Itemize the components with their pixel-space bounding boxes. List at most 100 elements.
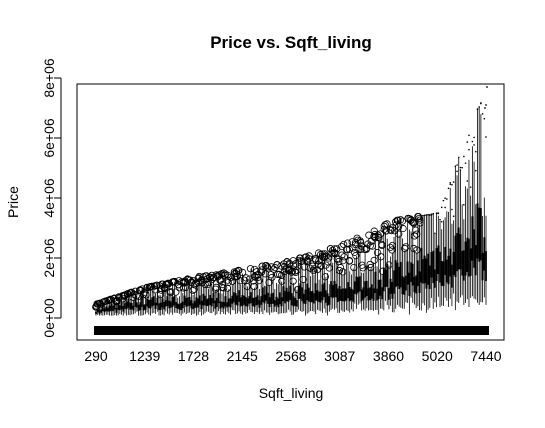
box-body (301, 287, 303, 302)
outlier-point (375, 234, 383, 242)
box-body (168, 300, 171, 309)
outlier-point (422, 214, 424, 217)
outlier-point (449, 181, 452, 184)
category-box (255, 277, 263, 314)
x-tick-label: 2145 (227, 348, 258, 364)
outlier-point (469, 186, 472, 188)
category-box (206, 273, 214, 314)
box-body (386, 263, 389, 287)
outlier-point (432, 212, 435, 215)
category-box (445, 198, 448, 301)
box-body (141, 295, 143, 307)
outlier-point (299, 275, 307, 284)
outlier-point (318, 252, 326, 260)
category-box (447, 187, 450, 307)
box-body (430, 252, 433, 278)
category-box (434, 232, 436, 303)
outlier-point (352, 252, 360, 260)
box-body (222, 302, 225, 309)
box-body (319, 291, 322, 303)
box-body (234, 292, 237, 305)
box-body (415, 275, 418, 294)
category-box (318, 250, 327, 313)
box-body (202, 293, 205, 306)
box-body (350, 288, 353, 301)
box-body (289, 285, 292, 301)
box-body (418, 271, 421, 293)
box-body (175, 301, 177, 309)
box-body (282, 286, 285, 302)
category-box (474, 150, 477, 300)
outlier-point (240, 276, 249, 284)
outlier-point (463, 204, 465, 206)
category-box (428, 214, 431, 308)
outlier-point (456, 170, 458, 173)
box-body (343, 288, 346, 302)
box-body (454, 235, 457, 278)
y-tick-label: 4e+06 (41, 178, 57, 218)
box-body (250, 292, 252, 304)
box-body (236, 295, 239, 306)
box-body (466, 237, 469, 272)
box-body (272, 292, 275, 304)
box-body (244, 297, 247, 307)
box-body (178, 304, 181, 310)
outlier-point (255, 277, 263, 285)
box-body (231, 295, 234, 304)
box-body (471, 216, 474, 261)
outlier-point (221, 270, 229, 278)
box-body (384, 269, 387, 288)
box-body (473, 229, 475, 268)
plot-frame (76, 83, 505, 341)
outlier-point (395, 223, 403, 231)
outlier-point (412, 226, 420, 234)
outlier-point (273, 261, 281, 269)
outlier-point (446, 198, 448, 200)
box-body (323, 282, 326, 298)
outlier-point (204, 280, 212, 289)
box-body (451, 264, 453, 288)
box-body (287, 291, 290, 302)
box-body (321, 284, 324, 301)
box-body (476, 203, 479, 259)
category-box (478, 106, 481, 305)
box-body (399, 261, 402, 288)
outlier-point (451, 208, 453, 211)
outlier-point (206, 273, 214, 282)
box-body (149, 299, 152, 309)
outlier-point (383, 220, 391, 228)
box-body (221, 301, 223, 308)
outlier-point (473, 144, 475, 146)
x-tick-label: 290 (84, 348, 108, 364)
box-body (338, 286, 341, 301)
box-body (113, 302, 116, 310)
box-body (340, 289, 343, 301)
box-body (166, 296, 169, 306)
category-box (181, 283, 190, 315)
box-body (238, 290, 240, 302)
box-body (105, 306, 108, 312)
outlier-point (310, 265, 318, 273)
category-box (422, 214, 424, 304)
box-body (297, 285, 300, 299)
outlier-point (447, 187, 450, 190)
category-box (459, 166, 462, 298)
box-body (108, 305, 111, 312)
box-body (205, 299, 208, 307)
outlier-point (464, 162, 467, 164)
box-body (181, 301, 184, 309)
category-box (466, 141, 469, 300)
box-body (154, 302, 157, 309)
box-body (410, 262, 412, 282)
category-box (437, 212, 440, 297)
category-box (444, 197, 447, 298)
y-tick-label: 6e+06 (41, 118, 57, 158)
box-body (135, 302, 138, 308)
box-body (437, 245, 440, 274)
box-body (367, 288, 370, 301)
outlier-point (425, 214, 428, 216)
outlier-point (249, 277, 257, 285)
box-body (98, 309, 101, 314)
category-box (343, 239, 352, 311)
category-box (442, 199, 445, 307)
